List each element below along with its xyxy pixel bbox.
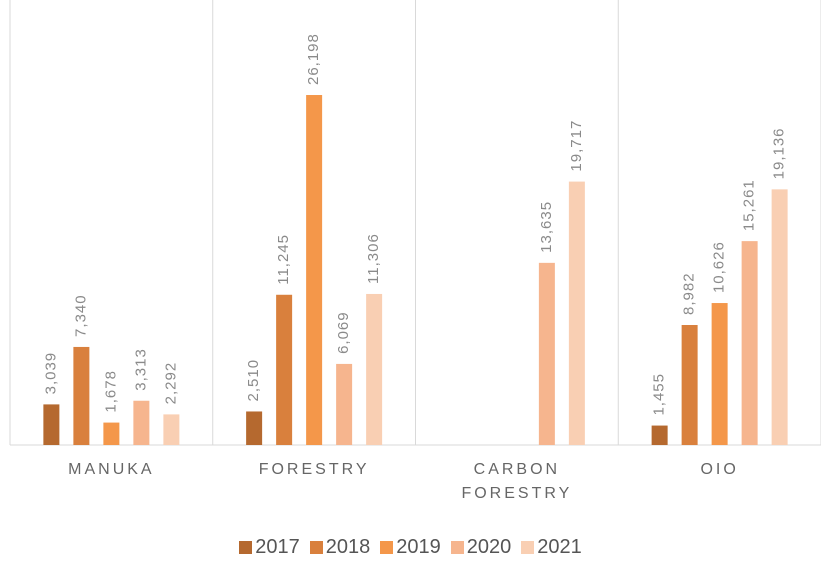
bar [682, 325, 698, 445]
bar [163, 414, 179, 445]
x-tick-label: MANUKA [36, 458, 186, 482]
bar [336, 364, 352, 445]
x-tick-label: CARBON FORESTRY [442, 458, 592, 506]
bar [276, 295, 292, 445]
legend-item: 2021 [521, 536, 582, 559]
legend-swatch [310, 541, 323, 554]
legend-label: 2021 [537, 536, 582, 559]
legend: 2017 2018 2019 2020 2021 [0, 536, 821, 559]
value-label: 3,313 [132, 348, 149, 391]
bar [133, 401, 149, 445]
value-label: 11,245 [275, 234, 292, 285]
value-label: 7,340 [72, 294, 89, 337]
bar [569, 182, 585, 445]
value-label: 15,261 [741, 179, 758, 231]
bar [742, 241, 758, 445]
legend-swatch [521, 541, 534, 554]
bar [366, 294, 382, 445]
value-label: 1,678 [102, 370, 119, 413]
bar [306, 95, 322, 445]
legend-swatch [239, 541, 252, 554]
bar [246, 411, 262, 445]
bar [772, 189, 788, 445]
bar [43, 404, 59, 445]
value-label: 11,306 [365, 233, 382, 284]
value-label: 19,136 [771, 127, 788, 179]
legend-item: 2019 [380, 536, 441, 559]
value-label: 19,717 [568, 120, 585, 172]
legend-label: 2018 [326, 536, 371, 559]
value-label: 2,510 [245, 359, 262, 402]
bar [103, 423, 119, 445]
legend-swatch [380, 541, 393, 554]
bar [652, 426, 668, 445]
legend-item: 2018 [310, 536, 371, 559]
value-label: 1,455 [651, 373, 668, 416]
bar [712, 303, 728, 445]
x-tick-label: FORESTRY [239, 458, 389, 482]
value-label: 3,039 [42, 352, 59, 395]
value-label: 26,198 [305, 33, 322, 85]
legend-item: 2017 [239, 536, 300, 559]
value-label: 2,292 [162, 362, 179, 405]
legend-label: 2020 [467, 536, 512, 559]
legend-item: 2020 [451, 536, 512, 559]
chart: 3,039 7,340 1,678 3,313 2,292 2,510 11,245 26,1… [0, 0, 821, 562]
value-label: 13,635 [538, 201, 555, 253]
bar [539, 263, 555, 445]
bar [73, 347, 89, 445]
value-label: 8,982 [681, 272, 698, 315]
value-label: 6,069 [335, 311, 352, 354]
legend-label: 2019 [396, 536, 441, 559]
legend-swatch [451, 541, 464, 554]
value-label: 10,626 [711, 241, 728, 293]
x-tick-label: OIO [645, 458, 795, 482]
legend-label: 2017 [255, 536, 300, 559]
